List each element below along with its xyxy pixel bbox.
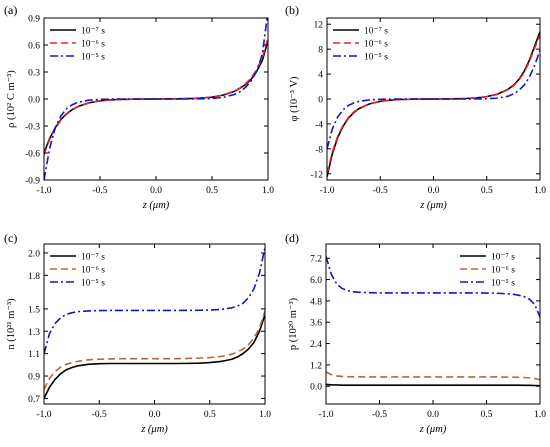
y-tick-label: 2.0 bbox=[28, 249, 40, 259]
legend-label-3: 10⁻⁵ s bbox=[81, 53, 105, 63]
y-tick-label: 1.8 bbox=[28, 272, 40, 282]
chart-panel-1: -1.0 -0.5 0.0 0.5 1.0 -0.9 -0.6 -0.3 0.0 0.3 0.6 0.… bbox=[4, 3, 274, 211]
y-tick-label: 1.5 bbox=[28, 305, 40, 315]
y-tick-label: 0.6 bbox=[28, 42, 40, 52]
y-tick-label: -0.3 bbox=[25, 123, 40, 133]
y-tick-label: 1.2 bbox=[310, 361, 322, 371]
y-tick-label: 0.0 bbox=[28, 96, 40, 106]
y-tick-label: -0.9 bbox=[25, 177, 40, 187]
x-tick-label: 1.0 bbox=[534, 186, 546, 196]
panel-label: (c) bbox=[4, 231, 17, 245]
x-tick-label: -0.5 bbox=[372, 410, 387, 420]
series-line-1 bbox=[44, 40, 268, 154]
legend: 10⁻⁷ s 10⁻⁶ s 10⁻⁵ s bbox=[50, 27, 105, 63]
x-tick-label: -0.5 bbox=[92, 410, 107, 420]
y-tick-label: 3.6 bbox=[310, 319, 322, 329]
y-tick-label: 8 bbox=[318, 46, 323, 56]
y-tick-label: 2.4 bbox=[310, 340, 322, 350]
x-axis-title: z (μm) bbox=[142, 200, 170, 211]
series-line-1 bbox=[327, 31, 540, 178]
x-tick-label: 0.5 bbox=[481, 186, 493, 196]
x-tick-label: -0.5 bbox=[373, 186, 388, 196]
y-axis-title: n (10²¹ m⁻³) bbox=[6, 298, 17, 350]
y-tick-label: 0.7 bbox=[28, 395, 40, 405]
legend-label-2: 10⁻⁶ s bbox=[81, 40, 105, 50]
x-tick-label: 0.5 bbox=[204, 410, 216, 420]
legend-label-1: 10⁻⁷ s bbox=[364, 27, 388, 37]
x-tick-label: -0.5 bbox=[92, 186, 107, 196]
x-tick-label: 0.5 bbox=[481, 410, 493, 420]
x-tick-label: 1.0 bbox=[262, 186, 274, 196]
legend-label-1: 10⁻⁷ s bbox=[491, 253, 515, 263]
x-tick-label: 1.0 bbox=[534, 410, 546, 420]
x-tick-label: 0.0 bbox=[428, 186, 440, 196]
legend-label-2: 10⁻⁶ s bbox=[491, 266, 515, 276]
legend: 10⁻⁷ s 10⁻⁶ s 10⁻⁵ s bbox=[50, 253, 105, 289]
series-line-2 bbox=[327, 34, 540, 174]
y-tick-label: 4.8 bbox=[310, 297, 322, 307]
y-axis-title: p (10²⁰ m⁻³) bbox=[288, 297, 299, 350]
legend-label-1: 10⁻⁷ s bbox=[81, 27, 105, 37]
panel-label: (d) bbox=[285, 231, 299, 245]
panel-label: (a) bbox=[4, 3, 17, 17]
series-line-3 bbox=[44, 18, 268, 180]
x-axis-title: z (μm) bbox=[419, 424, 447, 435]
series-line-3 bbox=[327, 50, 540, 150]
legend-label-2: 10⁻⁶ s bbox=[81, 266, 105, 276]
y-tick-label: 0 bbox=[318, 96, 323, 106]
y-tick-label: 12 bbox=[314, 21, 324, 31]
series-line-1 bbox=[326, 383, 540, 387]
panel-label: (b) bbox=[285, 3, 299, 17]
legend-label-3: 10⁻⁵ s bbox=[364, 53, 388, 63]
y-tick-label: 1.1 bbox=[28, 350, 40, 360]
x-axis-title: z (μm) bbox=[140, 424, 168, 435]
y-tick-label: -0.6 bbox=[25, 150, 40, 160]
legend-label-2: 10⁻⁶ s bbox=[364, 40, 388, 50]
y-tick-label: 1.3 bbox=[28, 328, 40, 338]
x-axis-title: z (μm) bbox=[419, 200, 447, 211]
x-tick-label: 0.0 bbox=[149, 410, 161, 420]
x-tick-label: 0.0 bbox=[427, 410, 439, 420]
y-axis-title: ρ (10² C m⁻³) bbox=[6, 70, 17, 128]
series-line-3 bbox=[326, 256, 540, 318]
y-axis-title: φ (10⁻³ V) bbox=[289, 76, 300, 122]
series-line-2 bbox=[44, 310, 265, 390]
x-tick-label: -1.0 bbox=[36, 186, 51, 196]
chart-panel-4: -1.0 -0.5 0.0 0.5 1.0 0.0 1.2 2.4 3.6 4.8 6.0 7.2 z … bbox=[285, 231, 546, 435]
x-tick-label: -1.0 bbox=[318, 410, 333, 420]
chart-panel-3: -1.0 -0.5 0.0 0.5 1.0 0.7 0.9 1.1 1.3 1.5 1.8 2.0 z … bbox=[4, 231, 271, 435]
y-tick-label: 4 bbox=[318, 71, 323, 81]
chart-panel-2: -1.0 -0.5 0.0 0.5 1.0 -12 -8 -4 0 4 8 12 z (μm) φ (10… bbox=[285, 3, 546, 211]
legend-label-3: 10⁻⁵ s bbox=[491, 279, 515, 289]
y-tick-label: 0.0 bbox=[310, 383, 322, 393]
plot-frame bbox=[43, 243, 266, 405]
y-tick-label: -12 bbox=[310, 170, 323, 180]
y-tick-label: -4 bbox=[315, 120, 323, 130]
legend-label-1: 10⁻⁷ s bbox=[81, 253, 105, 263]
y-tick-label: 6.0 bbox=[310, 276, 322, 286]
y-tick-label: 0.9 bbox=[28, 15, 40, 25]
y-tick-label: 0.9 bbox=[28, 373, 40, 383]
x-tick-label: -1.0 bbox=[36, 410, 51, 420]
y-tick-label: 0.3 bbox=[28, 69, 40, 79]
series-line-2 bbox=[44, 37, 268, 156]
x-tick-label: 1.0 bbox=[259, 410, 271, 420]
x-tick-label: 0.5 bbox=[206, 186, 218, 196]
series-line-3 bbox=[44, 247, 265, 354]
y-tick-label: 7.2 bbox=[310, 255, 322, 265]
legend: 10⁻⁷ s 10⁻⁶ s 10⁻⁵ s bbox=[333, 27, 388, 63]
legend-label-3: 10⁻⁵ s bbox=[81, 279, 105, 289]
legend: 10⁻⁷ s 10⁻⁶ s 10⁻⁵ s bbox=[460, 253, 515, 289]
x-tick-label: 0.0 bbox=[150, 186, 162, 196]
series-line-2 bbox=[326, 371, 540, 381]
y-tick-label: -8 bbox=[315, 145, 323, 155]
series-line-1 bbox=[44, 314, 265, 399]
x-tick-label: -1.0 bbox=[319, 186, 334, 196]
